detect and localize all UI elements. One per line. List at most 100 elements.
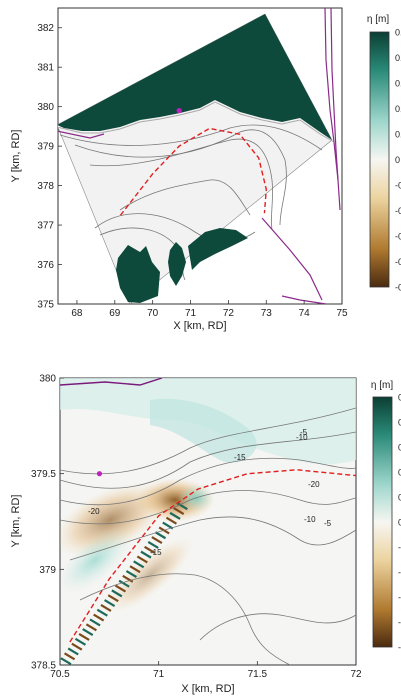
coast-line-purple	[261, 217, 323, 301]
colorbar-tick-label: -0.1	[398, 543, 401, 553]
x-tick-label: 72	[350, 669, 362, 680]
wake-stripe	[173, 507, 185, 515]
wake-stripe	[107, 594, 119, 603]
low-water-islands	[188, 228, 248, 270]
wake-stripe	[60, 657, 72, 665]
bottom-colorbar-ticks: 0.5 0.4 0.3 0.2 0.1 0 -0.1 -0.2 -0.3 -0.4 -0.5	[398, 393, 401, 653]
wake-stripe	[118, 579, 130, 588]
depth-contour	[74, 129, 287, 226]
x-tick-label: 70.5	[50, 669, 70, 680]
wake-stripe	[122, 574, 134, 583]
wake-stripe	[154, 531, 167, 540]
x-tick-label: 73	[261, 308, 273, 319]
contour-label: -10	[304, 515, 316, 524]
colorbar-tick-label: 0.2	[398, 468, 401, 478]
top-panel: 68 69 70 71 72 73 74 75 375 376 377 378 379 380 381 382…	[10, 7, 401, 332]
colorbar-tick-label: 0	[398, 518, 401, 528]
colorbar-tick-label: 0.1	[395, 130, 401, 140]
colorbar-tick-label: 0.4	[398, 418, 401, 428]
bottom-colorbar	[372, 396, 393, 648]
x-tick-label: 75	[336, 308, 348, 319]
wake-stripe	[176, 502, 188, 511]
wake-fan-elevation	[60, 527, 132, 593]
colorbar-tick-label: -0.5	[395, 283, 401, 293]
wake-stripe	[111, 589, 123, 598]
x-tick-label: 71	[153, 669, 165, 680]
contour-label: -20	[308, 480, 320, 489]
colorbar-tick-label: 0.5	[398, 393, 401, 403]
coast-line-purple	[324, 8, 339, 181]
wake-stripe	[89, 618, 101, 627]
coastline-main	[58, 101, 335, 143]
wake-stripe	[96, 608, 108, 617]
colorbar-tick-label: 0.3	[398, 443, 401, 453]
colorbar-tick-label: 0.3	[395, 79, 401, 89]
ship-track	[69, 469, 357, 643]
x-tick-label: 68	[71, 308, 83, 319]
x-tick-label: 71.5	[248, 669, 268, 680]
wake-stripes	[60, 502, 188, 665]
y-tick-label: 380	[39, 374, 56, 385]
x-tick-label: 74	[299, 308, 311, 319]
depth-contour	[199, 613, 356, 641]
bottom-colorbar-label: η [m]	[371, 380, 393, 391]
wake-stripe	[78, 633, 90, 641]
depth-contour	[69, 516, 356, 561]
high-water-region	[58, 14, 332, 140]
colorbar-tick-label: -0.4	[395, 257, 401, 267]
contour-label: -15	[234, 453, 246, 462]
x-tick-label: 71	[185, 308, 197, 319]
wake-stripe	[144, 545, 156, 554]
y-tick-label: 378.5	[31, 661, 56, 672]
y-tick-label: 378	[37, 181, 54, 192]
y-tick-label: 379.5	[31, 469, 56, 480]
wake-stripe	[74, 637, 87, 646]
elevated-water-patch	[150, 398, 257, 463]
ship-track	[119, 127, 268, 216]
contour-label: -10	[296, 433, 308, 442]
depth-contour	[89, 138, 273, 231]
depth-contour	[60, 407, 356, 475]
wake-stripe	[104, 599, 116, 607]
colorbar-tick-label: 0.5	[395, 28, 401, 38]
x-tick-label: 72	[223, 308, 235, 319]
wake-stripe	[93, 613, 105, 622]
bottom-x-axis-label: X [km, RD]	[181, 683, 234, 695]
colorbar-tick-label: -0.2	[398, 568, 401, 578]
depth-contour	[60, 457, 356, 506]
wake-stripe	[147, 540, 159, 549]
coast-line-purple	[281, 295, 327, 304]
y-tick-label: 379	[39, 565, 56, 576]
top-colorbar	[369, 31, 390, 288]
top-x-axis-label: X [km, RD]	[173, 320, 226, 332]
wake-stripe	[100, 603, 112, 612]
bottom-panel: -5 -10 -15 -20 -10 -5 -20 -15 70.5 71 71.5…	[10, 374, 401, 696]
contour-label: -5	[324, 519, 332, 528]
wake-stripe	[71, 642, 83, 651]
contour-label: -20	[88, 507, 100, 516]
wake-stripe	[136, 555, 148, 564]
y-tick-label: 377	[37, 221, 54, 232]
wake-stripe	[125, 570, 137, 578]
y-tick-label: 379	[37, 142, 54, 153]
colorbar-tick-label: -0.5	[398, 643, 401, 653]
wake-stripe	[165, 516, 177, 525]
top-colorbar-label: η [m]	[367, 14, 389, 25]
bottom-axes: 70.5 71 71.5 72 378.5 379 379.5 380	[31, 374, 362, 681]
depth-contour	[60, 431, 356, 489]
wake-stripe	[82, 628, 94, 637]
y-tick-label: 381	[37, 63, 54, 74]
y-tick-label: 382	[37, 23, 54, 34]
top-axes: 68 69 70 71 72 73 74 75 375 376 377 378 379 380 381 382	[37, 23, 348, 319]
bottom-y-axis-label: Y [km, RD]	[10, 495, 22, 548]
y-tick-label: 376	[37, 260, 54, 271]
coast-line-purple	[60, 378, 163, 386]
colorbar-tick-label: 0.2	[395, 104, 401, 114]
low-water-islands	[168, 242, 186, 286]
wake-stripe	[151, 536, 163, 545]
wake-stripe	[162, 521, 174, 530]
low-water-islands	[116, 245, 160, 303]
wake-stripe	[63, 652, 76, 661]
observation-point-marker	[176, 108, 182, 114]
colorbar-tick-label: 0	[395, 155, 400, 165]
